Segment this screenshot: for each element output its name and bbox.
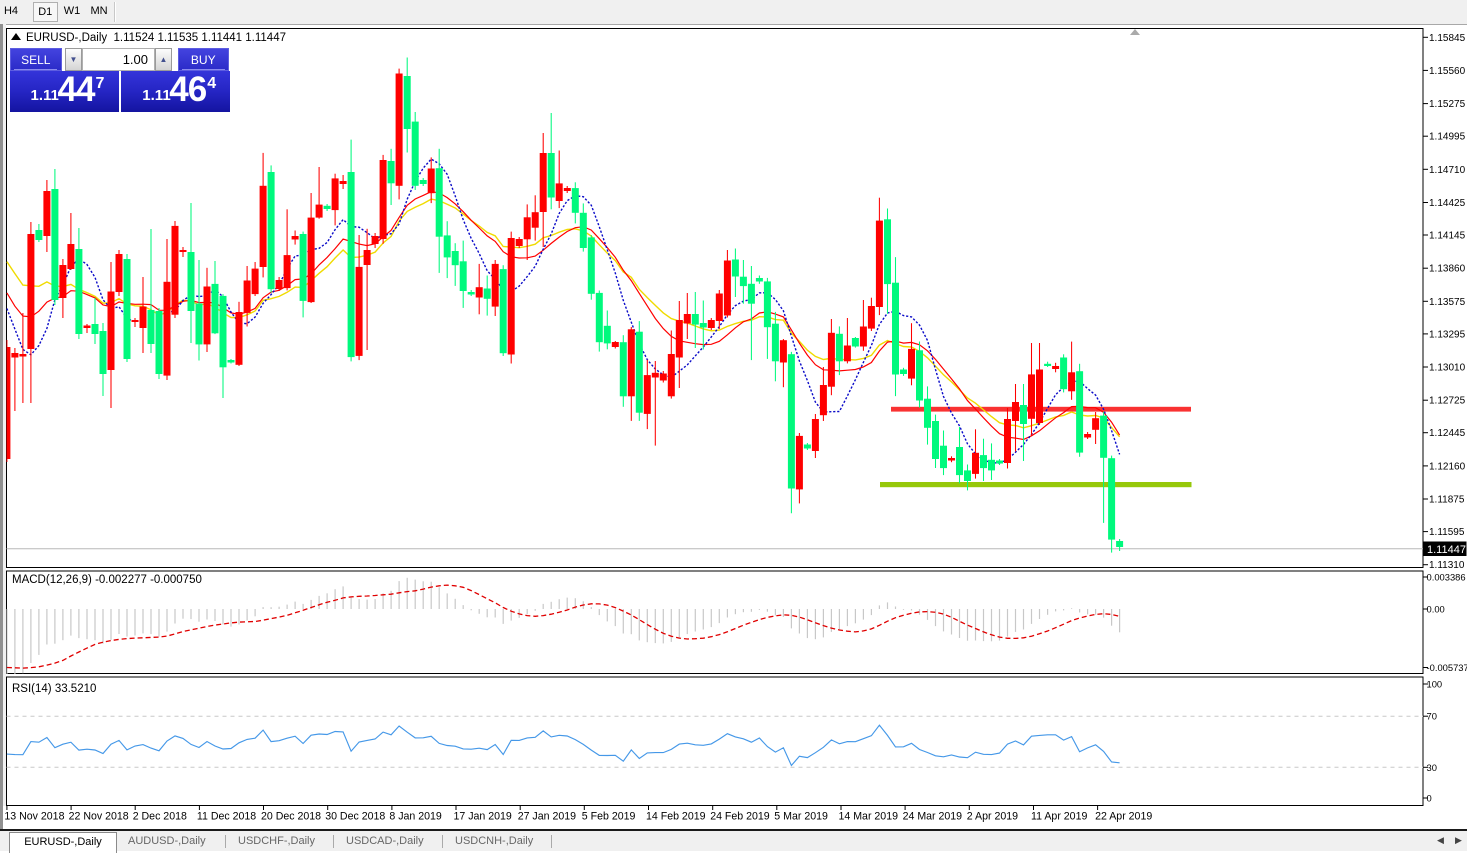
svg-text:17 Jan 2019: 17 Jan 2019 [454, 811, 512, 823]
svg-text:1.14145: 1.14145 [1429, 231, 1466, 242]
svg-text:30: 30 [1427, 762, 1437, 773]
svg-text:22 Apr 2019: 22 Apr 2019 [1095, 811, 1152, 823]
svg-text:1.12725: 1.12725 [1429, 396, 1466, 407]
svg-text:1.11310: 1.11310 [1429, 560, 1465, 571]
svg-text:1.15845: 1.15845 [1429, 33, 1466, 44]
svg-text:100: 100 [1427, 679, 1443, 690]
svg-text:2 Dec 2018: 2 Dec 2018 [133, 811, 187, 823]
svg-text:5 Feb 2019: 5 Feb 2019 [582, 811, 636, 823]
svg-text:0: 0 [1427, 793, 1432, 804]
svg-text:24 Mar 2019: 24 Mar 2019 [903, 811, 963, 823]
svg-text:8 Jan 2019: 8 Jan 2019 [389, 811, 442, 823]
svg-text:27 Jan 2019: 27 Jan 2019 [518, 811, 576, 823]
svg-text:1.11595: 1.11595 [1429, 527, 1465, 538]
svg-text:RSI(14) 33.5210: RSI(14) 33.5210 [12, 683, 96, 695]
svg-text:MACD(12,26,9) -0.002277 -0.000: MACD(12,26,9) -0.002277 -0.000750 [12, 574, 202, 586]
svg-text:1.12160: 1.12160 [1429, 461, 1466, 472]
svg-text:11 Apr 2019: 11 Apr 2019 [1031, 811, 1087, 823]
svg-text:22 Nov 2018: 22 Nov 2018 [69, 811, 129, 823]
svg-text:EURUSD-,Daily 1.11524 1.11535: EURUSD-,Daily 1.11524 1.11535 1.11441 1.… [26, 32, 286, 44]
svg-text:5 Mar 2019: 5 Mar 2019 [774, 811, 828, 823]
svg-text:70: 70 [1427, 711, 1437, 722]
svg-text:1.14995: 1.14995 [1429, 132, 1466, 143]
svg-text:1.13295: 1.13295 [1429, 329, 1466, 340]
svg-text:1.15275: 1.15275 [1429, 99, 1466, 110]
svg-text:13 Nov 2018: 13 Nov 2018 [4, 811, 64, 823]
svg-text:14 Mar 2019: 14 Mar 2019 [839, 811, 899, 823]
svg-text:1.11875: 1.11875 [1429, 495, 1465, 506]
svg-text:0.00: 0.00 [1427, 604, 1445, 615]
svg-text:1.11447: 1.11447 [1427, 544, 1466, 556]
svg-text:14 Feb 2019: 14 Feb 2019 [646, 811, 706, 823]
svg-text:0.003386: 0.003386 [1427, 572, 1466, 583]
svg-text:30 Dec 2018: 30 Dec 2018 [325, 811, 385, 823]
svg-text:1.14710: 1.14710 [1429, 165, 1466, 176]
svg-text:20 Dec 2018: 20 Dec 2018 [261, 811, 321, 823]
svg-text:1.14425: 1.14425 [1429, 198, 1466, 209]
svg-text:1.15560: 1.15560 [1429, 66, 1466, 77]
svg-text:1.13575: 1.13575 [1429, 297, 1466, 308]
svg-text:11 Dec 2018: 11 Dec 2018 [197, 811, 256, 823]
svg-text:24 Feb 2019: 24 Feb 2019 [710, 811, 770, 823]
svg-text:1.12445: 1.12445 [1429, 428, 1466, 439]
svg-text:2 Apr 2019: 2 Apr 2019 [967, 811, 1018, 823]
svg-text:-0.005737: -0.005737 [1427, 662, 1467, 673]
svg-text:1.13860: 1.13860 [1429, 264, 1466, 275]
svg-text:1.13010: 1.13010 [1429, 363, 1466, 374]
